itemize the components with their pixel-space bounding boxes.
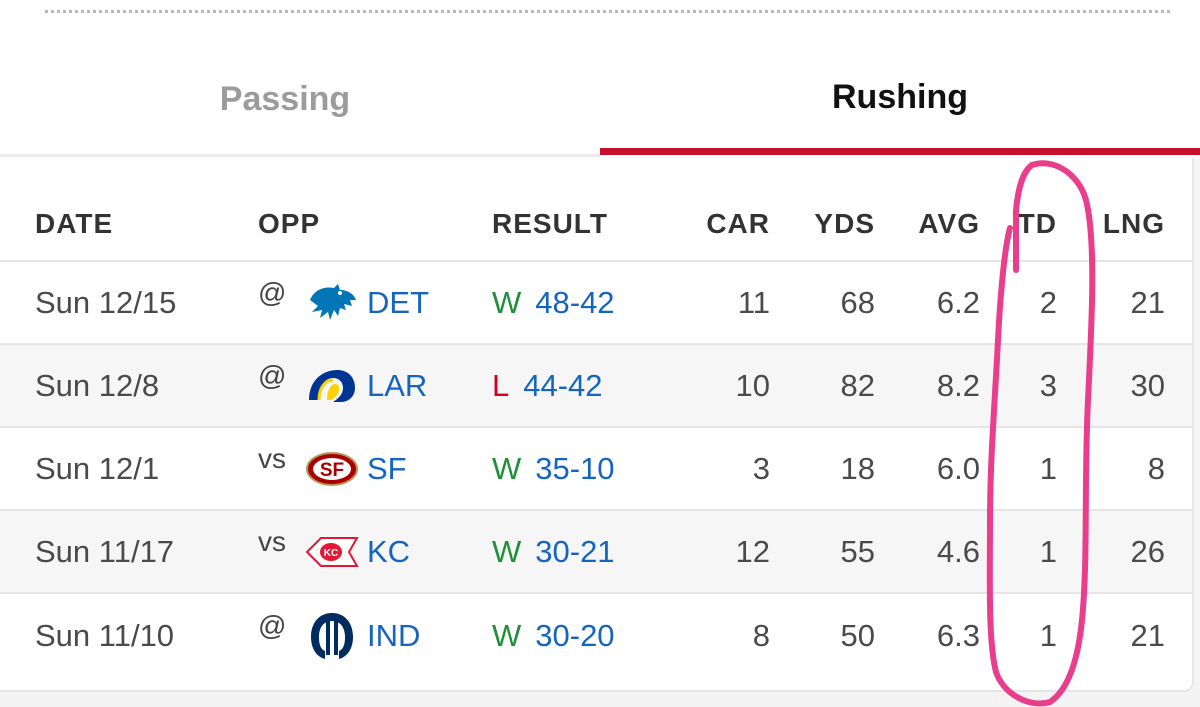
header-td[interactable]: TD (1017, 208, 1057, 239)
team-abbr-link[interactable]: SF (367, 450, 407, 486)
outcome-label: W (492, 284, 522, 320)
table-header-row: DATE OPP RESULT CAR YDS AVG TD LNG (0, 158, 1192, 262)
header-yds[interactable]: YDS (814, 208, 875, 239)
colts-logo-icon (303, 607, 361, 665)
carries: 10 (735, 367, 770, 403)
chiefs-logo-icon: KC (303, 523, 361, 581)
49ers-logo-icon: SF (303, 440, 361, 498)
game-date: Sun 12/15 (35, 284, 177, 320)
tabs-divider (0, 154, 600, 157)
yards: 50 (840, 617, 875, 653)
game-log-table: DATE OPP RESULT CAR YDS AVG TD LNG Sun 1… (0, 158, 1200, 707)
touchdowns: 1 (1039, 450, 1057, 486)
game-result: W 48-42 (492, 262, 615, 343)
home-away-marker: @ (258, 276, 287, 308)
stats-tabs: Passing Rushing (0, 40, 1200, 155)
outcome-label: L (492, 367, 510, 403)
longest: 21 (1130, 617, 1165, 653)
header-avg[interactable]: AVG (918, 208, 980, 239)
table-row[interactable]: Sun 12/15 @ DET W 48-42 11 68 6.2 2 21 (0, 262, 1192, 345)
lions-logo-icon (303, 274, 361, 332)
game-date: Sun 11/17 (35, 533, 175, 569)
svg-text:SF: SF (320, 460, 344, 481)
longest: 30 (1130, 367, 1165, 403)
yards: 18 (840, 450, 875, 486)
carries: 12 (735, 533, 770, 569)
team-abbr-link[interactable]: IND (367, 617, 421, 653)
opponent: @ DET (258, 262, 429, 343)
touchdowns: 3 (1039, 367, 1057, 403)
carries: 3 (752, 450, 770, 486)
average: 6.0 (936, 450, 980, 486)
active-tab-indicator (600, 148, 1200, 155)
table-row[interactable]: Sun 12/8 @ LAR L 44-42 10 82 8.2 3 (0, 345, 1192, 428)
team-abbr-link[interactable]: DET (367, 284, 429, 320)
touchdowns: 2 (1039, 284, 1057, 320)
longest: 26 (1130, 533, 1165, 569)
game-result: W 35-10 (492, 428, 615, 509)
header-lng[interactable]: LNG (1102, 208, 1165, 239)
table-row[interactable]: Sun 12/1 vs SF SF W 35-10 3 18 6.0 1 (0, 428, 1192, 511)
opponent: @ LAR (258, 345, 427, 426)
header-result[interactable]: RESULT (492, 208, 608, 239)
home-away-marker: @ (258, 609, 287, 641)
yards: 68 (840, 284, 875, 320)
score-link[interactable]: 30-20 (535, 617, 615, 653)
score-link[interactable]: 35-10 (535, 450, 615, 486)
table-row[interactable]: Sun 11/10 @ IND W 30-20 8 50 6.3 1 21 (0, 594, 1192, 677)
opponent: @ IND (258, 594, 420, 677)
game-date: Sun 11/10 (35, 617, 175, 653)
score-link[interactable]: 44-42 (523, 367, 603, 403)
touchdowns: 1 (1039, 533, 1057, 569)
rams-logo-icon (303, 357, 361, 415)
average: 6.3 (936, 617, 980, 653)
yards: 55 (840, 533, 875, 569)
carries: 11 (737, 284, 770, 320)
score-link[interactable]: 30-21 (535, 533, 615, 569)
tab-passing[interactable]: Passing (219, 79, 351, 118)
home-away-marker: vs (258, 442, 286, 474)
top-dotted-divider (45, 10, 1170, 13)
table-card: DATE OPP RESULT CAR YDS AVG TD LNG Sun 1… (0, 158, 1194, 692)
tab-rushing[interactable]: Rushing (832, 78, 968, 116)
home-away-marker: @ (258, 359, 287, 391)
longest: 8 (1147, 450, 1165, 486)
svg-text:KC: KC (324, 548, 338, 559)
game-result: W 30-20 (492, 594, 615, 677)
header-opp[interactable]: OPP (258, 208, 321, 239)
outcome-label: W (492, 450, 522, 486)
score-link[interactable]: 48-42 (535, 284, 615, 320)
average: 8.2 (936, 367, 980, 403)
team-abbr-link[interactable]: LAR (367, 367, 428, 403)
game-result: W 30-21 (492, 511, 615, 592)
average: 4.6 (936, 533, 980, 569)
game-date: Sun 12/1 (35, 450, 160, 486)
header-date[interactable]: DATE (35, 208, 114, 239)
outcome-label: W (492, 533, 522, 569)
yards: 82 (840, 367, 875, 403)
longest: 21 (1130, 284, 1165, 320)
opponent: vs SF SF (258, 428, 407, 509)
game-result: L 44-42 (492, 345, 603, 426)
home-away-marker: vs (258, 525, 286, 557)
touchdowns: 1 (1039, 617, 1057, 653)
game-date: Sun 12/8 (35, 367, 160, 403)
outcome-label: W (492, 617, 522, 653)
header-car[interactable]: CAR (706, 208, 770, 239)
average: 6.2 (936, 284, 980, 320)
table-row[interactable]: Sun 11/17 vs KC KC W 30-21 12 55 4.6 1 (0, 511, 1192, 594)
carries: 8 (752, 617, 770, 653)
team-abbr-link[interactable]: KC (367, 533, 411, 569)
opponent: vs KC KC (258, 511, 410, 592)
